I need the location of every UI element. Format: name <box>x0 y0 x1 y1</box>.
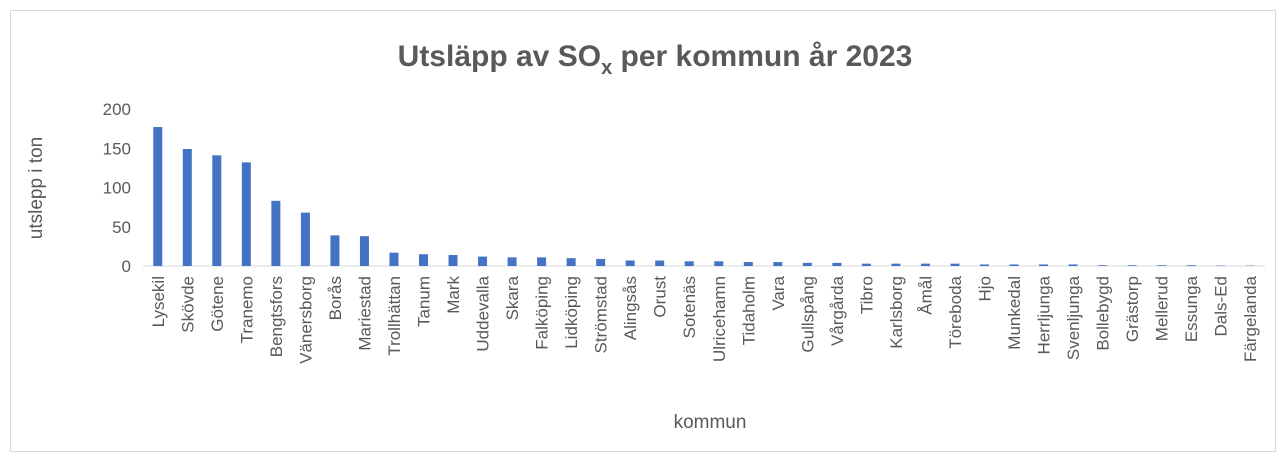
x-tick-label: Munkedal <box>1005 276 1024 350</box>
x-tick-label: Tranemo <box>237 276 256 343</box>
bar <box>1186 265 1196 266</box>
x-tick-label: Skövde <box>178 276 197 333</box>
y-axis-label: utslepp i ton <box>26 137 47 239</box>
x-tick-label: Hjo <box>976 276 995 302</box>
bar <box>1039 264 1049 266</box>
bar <box>212 155 222 266</box>
x-tick-label: Bengtsfors <box>267 276 286 357</box>
x-tick-label: Trollhättan <box>385 276 404 356</box>
x-tick-label: Färgelanda <box>1241 275 1260 362</box>
x-tick-label: Götene <box>208 276 227 332</box>
x-tick-label: Strömstad <box>592 276 611 353</box>
x-tick-label: Mark <box>444 276 463 314</box>
bar <box>1098 265 1108 266</box>
y-tick-label: 0 <box>122 257 131 276</box>
bar <box>537 257 547 266</box>
bar <box>271 200 281 266</box>
x-tick-label: Alingsås <box>621 276 640 340</box>
x-tick-label: Herrljunga <box>1035 275 1054 354</box>
bar <box>478 256 488 266</box>
bar <box>684 261 694 266</box>
y-tick-label: 150 <box>103 139 131 158</box>
x-tick-label: Tibro <box>857 276 876 314</box>
x-tick-label: Vänersborg <box>296 276 315 364</box>
bar <box>182 149 192 266</box>
x-tick-label: Vårgårda <box>828 275 847 345</box>
bar <box>773 262 783 266</box>
bar <box>980 264 989 266</box>
x-tick-label: Ulricehamn <box>710 276 729 362</box>
x-tick-label: Grästorp <box>1123 276 1142 342</box>
x-tick-label: Uddevalla <box>474 275 493 351</box>
bar <box>241 162 251 266</box>
x-tick-label: Åmål <box>916 276 935 315</box>
bar <box>625 260 635 266</box>
bar <box>743 262 753 266</box>
bar <box>832 262 842 266</box>
x-tick-label: Sotenäs <box>680 276 699 338</box>
chart-title: Utsläpp av SOx per kommun år 2023 <box>398 40 913 79</box>
bar <box>300 212 310 266</box>
bar <box>566 258 576 266</box>
x-tick-label: Lidköping <box>562 276 581 349</box>
bar <box>1127 265 1137 266</box>
bar <box>330 235 340 266</box>
x-tick-label: Töreboda <box>946 275 965 348</box>
x-tick-label: Skara <box>503 275 522 320</box>
x-tick-label: Mellerud <box>1153 276 1172 341</box>
x-tick-label: Tanum <box>415 276 434 327</box>
bar <box>1009 264 1019 266</box>
bar <box>655 260 665 266</box>
x-tick-label: Falköping <box>533 276 552 350</box>
title-subscript: x <box>601 57 612 79</box>
x-tick-label: Lysekil <box>149 276 168 327</box>
x-tick-label: Tidaholm <box>739 276 758 345</box>
bar <box>448 255 458 266</box>
x-tick-label: Essunga <box>1182 275 1201 342</box>
bar <box>596 258 606 266</box>
bar <box>891 263 901 266</box>
title-part: per kommun år 2023 <box>612 40 912 73</box>
x-tick-label: Gullspång <box>798 276 817 353</box>
y-tick-label: 200 <box>103 100 131 119</box>
x-axis-label: kommun <box>674 412 747 433</box>
x-tick-label: Svenljunga <box>1064 275 1083 360</box>
bar <box>389 252 399 266</box>
bar <box>802 262 812 266</box>
bar <box>507 257 517 266</box>
x-tick-label: Borås <box>326 276 345 320</box>
x-tick-label: Dals-Ed <box>1212 276 1231 336</box>
y-tick-label: 100 <box>103 179 131 198</box>
bar <box>359 236 369 266</box>
bar <box>950 263 960 266</box>
x-tick-label: Bollebygd <box>1094 276 1113 351</box>
bar <box>153 127 163 267</box>
x-tick-label: Karlsborg <box>887 276 906 349</box>
x-tick-label: Orust <box>651 276 670 318</box>
bar <box>714 261 724 266</box>
bar <box>419 254 428 266</box>
title-part: Utsläpp av SO <box>398 40 601 73</box>
bar <box>1157 265 1167 266</box>
x-tick-label: Mariestad <box>355 276 374 351</box>
bar <box>861 263 871 266</box>
x-tick-label: Vara <box>769 275 788 310</box>
bar <box>1068 264 1078 266</box>
bar <box>920 263 930 266</box>
chart-frame <box>10 10 1276 452</box>
y-tick-label: 50 <box>112 218 131 237</box>
